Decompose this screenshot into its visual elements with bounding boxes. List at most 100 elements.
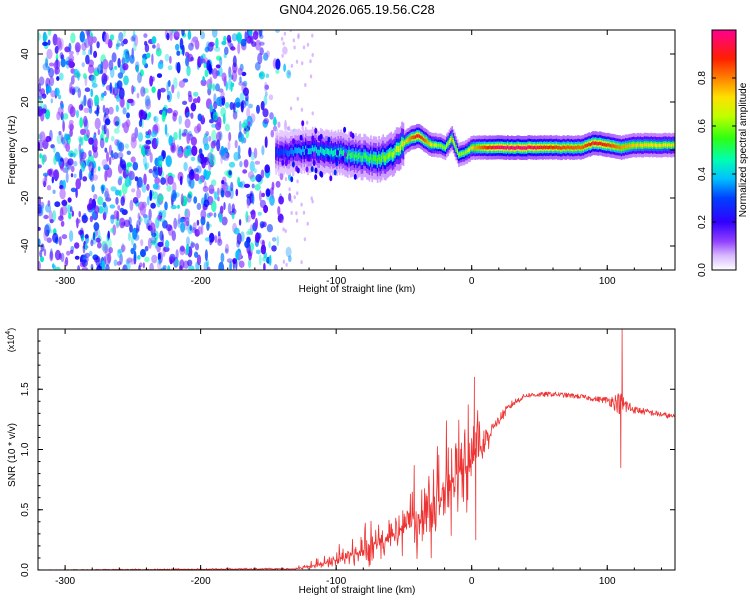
noise-speckle [193, 91, 199, 97]
noise-speckle [187, 259, 193, 267]
noise-speckle [173, 31, 180, 41]
ridge-cell [635, 143, 638, 148]
noise-speckle [165, 155, 172, 168]
ridge-cell [489, 145, 491, 149]
ridge-cell [618, 145, 620, 149]
noise-speckle [139, 69, 144, 77]
noise-speckle [61, 199, 68, 206]
x-tick-label: 0 [469, 576, 475, 587]
ridge-cell [353, 154, 356, 161]
noise-speckle [63, 157, 70, 167]
noise-speckle [139, 144, 142, 149]
ridge-cell [531, 145, 533, 150]
noise-speckle [218, 130, 223, 138]
noise-speckle [144, 163, 148, 171]
noise-speckle [49, 219, 54, 224]
noise-speckle [42, 41, 49, 47]
noise-speckle [165, 132, 169, 137]
noise-speckle [84, 87, 91, 92]
noise-speckle [187, 224, 193, 235]
noise-speckle [54, 66, 60, 75]
noise-speckle [40, 109, 45, 122]
ridge-cell [569, 146, 571, 150]
ridge-cell [322, 149, 325, 155]
noise-speckle [77, 88, 82, 99]
noise-speckle [163, 104, 168, 110]
noise-speckle [223, 202, 226, 210]
ridge-cell [421, 136, 424, 140]
ridge-cell [394, 148, 397, 155]
ridge-cell [398, 146, 401, 153]
noise-speckle [230, 181, 234, 192]
noise-speckle [311, 199, 314, 204]
noise-speckle [38, 141, 41, 151]
noise-speckle [150, 202, 156, 209]
noise-speckle [214, 46, 221, 52]
noise-speckle [128, 232, 131, 242]
ridge-speckle [291, 161, 295, 168]
noise-speckle [189, 178, 195, 189]
ridge-speckle [353, 173, 357, 180]
noise-speckle [38, 206, 43, 217]
ridge-cell [577, 145, 580, 149]
noise-speckle [217, 116, 222, 128]
noise-speckle [110, 150, 114, 158]
ridge-cell [379, 157, 382, 164]
noise-speckle [110, 186, 117, 192]
noise-speckle [61, 137, 65, 145]
noise-speckle [87, 64, 95, 74]
noise-speckle [123, 75, 129, 86]
noise-speckle [138, 119, 143, 127]
ridge-cell [490, 146, 493, 150]
noise-speckle [230, 81, 233, 92]
noise-speckle [180, 246, 185, 252]
noise-speckle [121, 40, 125, 47]
noise-speckle [216, 96, 222, 107]
noise-speckle [158, 210, 164, 216]
noise-speckle [221, 40, 227, 46]
ridge-cell [551, 146, 554, 150]
ridge-cell [370, 153, 372, 160]
ridge-cell [366, 154, 368, 161]
noise-speckle [71, 88, 76, 96]
ridge-cell [436, 143, 439, 148]
ridge-speckle [333, 169, 337, 176]
noise-speckle [270, 129, 275, 138]
ridge-cell [464, 150, 467, 154]
noise-speckle [44, 56, 49, 67]
noise-speckle [39, 153, 42, 159]
noise-speckle [138, 132, 143, 142]
noise-speckle [144, 95, 151, 107]
noise-speckle [219, 216, 223, 223]
x-tick-label: 100 [599, 276, 616, 287]
noise-speckle [254, 217, 258, 230]
noise-speckle [311, 33, 314, 38]
noise-speckle [149, 222, 156, 234]
ridge-cell [654, 143, 657, 147]
noise-speckle [133, 41, 137, 52]
noise-speckle [38, 82, 41, 92]
ridge-speckle [344, 151, 347, 158]
ridge-cell [279, 148, 281, 155]
ridge-cell [669, 143, 672, 147]
noise-speckle [68, 119, 74, 125]
noise-speckle [204, 181, 207, 189]
noise-speckle [147, 195, 150, 206]
noise-speckle [93, 50, 98, 59]
noise-speckle [39, 131, 46, 142]
noise-speckle [158, 155, 164, 161]
noise-speckle [104, 147, 108, 153]
ridge-cell [538, 145, 540, 150]
noise-speckle [83, 73, 87, 80]
noise-speckle [252, 30, 259, 40]
ridge-cell [497, 145, 500, 149]
noise-speckle [247, 228, 254, 235]
noise-speckle [265, 73, 270, 79]
noise-speckle [70, 173, 74, 178]
ridge-cell [277, 151, 280, 158]
noise-speckle [258, 71, 265, 80]
noise-speckle [240, 101, 244, 113]
noise-speckle [302, 210, 306, 215]
noise-speckle [221, 95, 226, 106]
ridge-cell [296, 147, 299, 154]
